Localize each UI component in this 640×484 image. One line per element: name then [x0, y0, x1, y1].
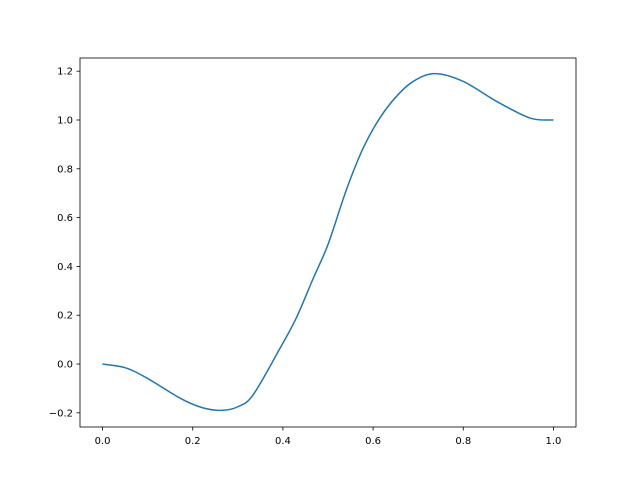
x-tick-label: 1.0: [546, 436, 562, 447]
y-tick-label: 0.4: [57, 262, 73, 273]
y-axis: −0.2 0.0 0.2 0.4 0.6 0.8 1.0 1.2: [49, 67, 80, 419]
y-tick-label: 0.0: [57, 360, 73, 371]
x-axis: 0.0 0.2 0.4 0.6 0.8 1.0: [95, 427, 562, 447]
y-tick-label: 1.0: [57, 115, 73, 126]
series-line: [102, 72, 554, 412]
axes-frame: [79, 57, 577, 428]
x-tick-label: 0.6: [365, 436, 381, 447]
x-tick-label: 0.2: [185, 436, 201, 447]
x-tick-label: 0.4: [275, 436, 291, 447]
y-tick-label: 0.8: [57, 164, 73, 175]
x-tick-label: 0.0: [95, 436, 111, 447]
x-tick-label: 0.8: [455, 436, 471, 447]
y-tick-label: 0.2: [57, 311, 73, 322]
y-tick-label: 0.6: [57, 213, 73, 224]
y-tick-label: −0.2: [49, 408, 73, 419]
y-tick-label: 1.2: [57, 67, 73, 78]
